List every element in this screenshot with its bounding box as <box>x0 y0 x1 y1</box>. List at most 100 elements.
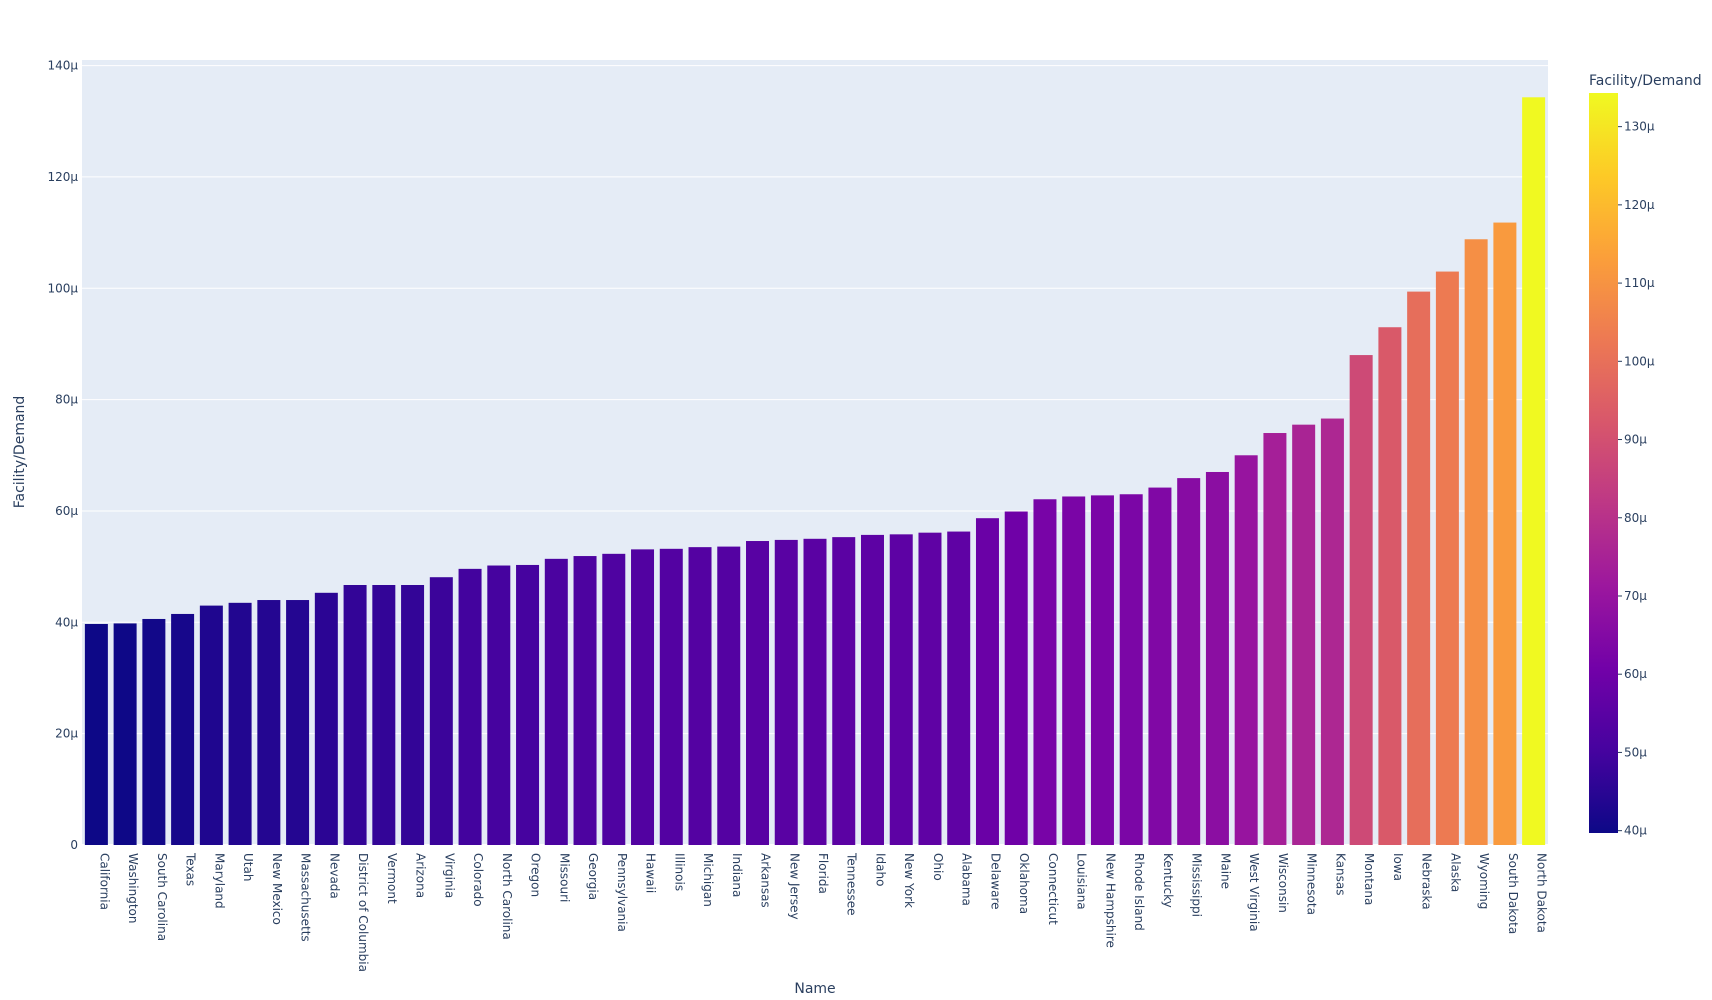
bar-wyoming[interactable] <box>1464 239 1488 845</box>
bar-pennsylvania[interactable] <box>602 553 626 845</box>
x-tick-label: West Virginia <box>1247 853 1261 932</box>
bar-kansas[interactable] <box>1320 418 1344 845</box>
x-tick-label: Delaware <box>988 853 1002 910</box>
bar-indiana[interactable] <box>717 546 741 845</box>
x-tick-label: Arizona <box>414 853 428 898</box>
x-tick-label: Texas <box>184 852 198 886</box>
x-tick-label: Idaho <box>873 853 887 886</box>
bar-virginia[interactable] <box>429 577 453 845</box>
colorbar-ticks: 40μ 50μ 60μ 70μ 80μ 90μ 100μ 110μ 120μ 130μ <box>1618 120 1655 838</box>
y-tick-label: 40μ <box>55 615 78 629</box>
y-tick-label: 140μ <box>47 59 78 73</box>
bar-new-mexico[interactable] <box>257 600 281 845</box>
x-tick-label: New Mexico <box>270 853 284 925</box>
x-tick-label: Massachusetts <box>299 853 313 942</box>
x-tick-label: Pennsylvania <box>615 853 629 932</box>
x-tick-label: Ohio <box>931 853 945 881</box>
x-axis-title: Name <box>794 981 835 997</box>
bar-idaho[interactable] <box>860 534 884 845</box>
bar-vermont[interactable] <box>372 585 396 845</box>
bar-north-carolina[interactable] <box>487 565 511 845</box>
x-tick-label: Nevada <box>327 853 341 899</box>
x-tick-label: Montana <box>1362 853 1376 905</box>
x-tick-label: Georgia <box>586 853 600 900</box>
bar-minnesota[interactable] <box>1292 424 1316 845</box>
bar-kentucky[interactable] <box>1148 487 1172 845</box>
bar-oregon[interactable] <box>516 564 540 845</box>
x-tick-label: Oklahoma <box>1017 853 1031 914</box>
bar-alaska[interactable] <box>1435 271 1459 845</box>
bar-new-hampshire[interactable] <box>1090 495 1114 845</box>
bar-nebraska[interactable] <box>1407 291 1431 845</box>
x-tick-label: Utah <box>241 853 255 881</box>
y-tick-label: 0 <box>70 838 78 852</box>
y-tick-label: 120μ <box>47 170 78 184</box>
x-tick-label: Maine <box>1218 853 1232 889</box>
bar-delaware[interactable] <box>975 518 999 845</box>
bar-hawaii[interactable] <box>631 549 655 845</box>
bar-california[interactable] <box>84 623 108 845</box>
bar-west-virginia[interactable] <box>1234 455 1258 845</box>
bar-maryland[interactable] <box>199 605 223 845</box>
bar-louisiana[interactable] <box>1062 496 1086 845</box>
bar-georgia[interactable] <box>573 556 597 845</box>
x-tick-label: New Hampshire <box>1103 853 1117 948</box>
bar-nevada[interactable] <box>314 592 338 845</box>
bar-florida[interactable] <box>803 538 827 845</box>
bar-new-york[interactable] <box>889 534 913 845</box>
bar-mississippi[interactable] <box>1177 478 1201 845</box>
colorbar-tick-label: 130μ <box>1624 120 1655 134</box>
x-tick-label: North Dakota <box>1535 853 1549 933</box>
x-tick-label: Arkansas <box>759 853 773 908</box>
x-tick-label: Vermont <box>385 853 399 904</box>
colorbar-tick-label: 110μ <box>1624 276 1655 290</box>
x-tick-label: South Carolina <box>155 853 169 941</box>
bar-montana[interactable] <box>1349 355 1373 845</box>
x-tick-label: Indiana <box>730 853 744 897</box>
bar-north-dakota[interactable] <box>1522 97 1546 846</box>
x-axis-ticks: California Washington South Carolina Texas M… <box>97 852 1548 972</box>
bar-oklahoma[interactable] <box>1004 511 1028 845</box>
x-tick-label: Michigan <box>701 853 715 907</box>
y-tick-label: 100μ <box>47 281 78 295</box>
x-tick-label: Kentucky <box>1161 853 1175 908</box>
x-tick-label: Mississippi <box>1190 853 1204 917</box>
y-tick-label: 60μ <box>55 504 78 518</box>
bar-wisconsin[interactable] <box>1263 433 1287 845</box>
bar-new-jersey[interactable] <box>774 539 798 845</box>
bar-massachusetts[interactable] <box>286 600 310 845</box>
bar-south-carolina[interactable] <box>142 618 166 845</box>
bar-district-of-columbia[interactable] <box>343 585 367 845</box>
bar-south-dakota[interactable] <box>1493 222 1517 845</box>
bar-colorado[interactable] <box>458 568 482 845</box>
y-tick-label: 80μ <box>55 393 78 407</box>
x-tick-label: Louisiana <box>1075 853 1089 910</box>
colorbar-tick-label: 50μ <box>1624 745 1647 759</box>
bar-utah[interactable] <box>228 602 252 845</box>
x-tick-label: Hawaii <box>644 853 658 893</box>
bar-maine[interactable] <box>1205 471 1229 845</box>
bar-missouri[interactable] <box>544 558 568 845</box>
y-axis-ticks: 0 20μ 40μ 60μ 80μ 100μ 120μ 140μ <box>47 59 78 852</box>
x-tick-label: California <box>97 853 111 910</box>
bar-connecticut[interactable] <box>1033 499 1057 845</box>
bar-michigan[interactable] <box>688 547 712 845</box>
bar-texas[interactable] <box>171 613 195 845</box>
colorbar-tick-label: 40μ <box>1624 824 1647 838</box>
bar-arkansas[interactable] <box>746 541 770 845</box>
bar-alabama[interactable] <box>947 531 971 845</box>
colorbar-tick-label: 80μ <box>1624 511 1647 525</box>
bar-arizona[interactable] <box>401 585 425 845</box>
x-tick-label: District of Columbia <box>356 853 370 972</box>
bar-illinois[interactable] <box>659 548 683 845</box>
bars <box>84 97 1546 846</box>
x-tick-label: Alabama <box>960 853 974 906</box>
bar-tennessee[interactable] <box>832 537 856 845</box>
bar-rhode-island[interactable] <box>1119 494 1143 845</box>
bar-washington[interactable] <box>113 623 137 845</box>
x-tick-label: Illinois <box>672 853 686 891</box>
bar-ohio[interactable] <box>918 532 942 845</box>
x-tick-label: Iowa <box>1391 853 1405 881</box>
bar-iowa[interactable] <box>1378 327 1402 846</box>
